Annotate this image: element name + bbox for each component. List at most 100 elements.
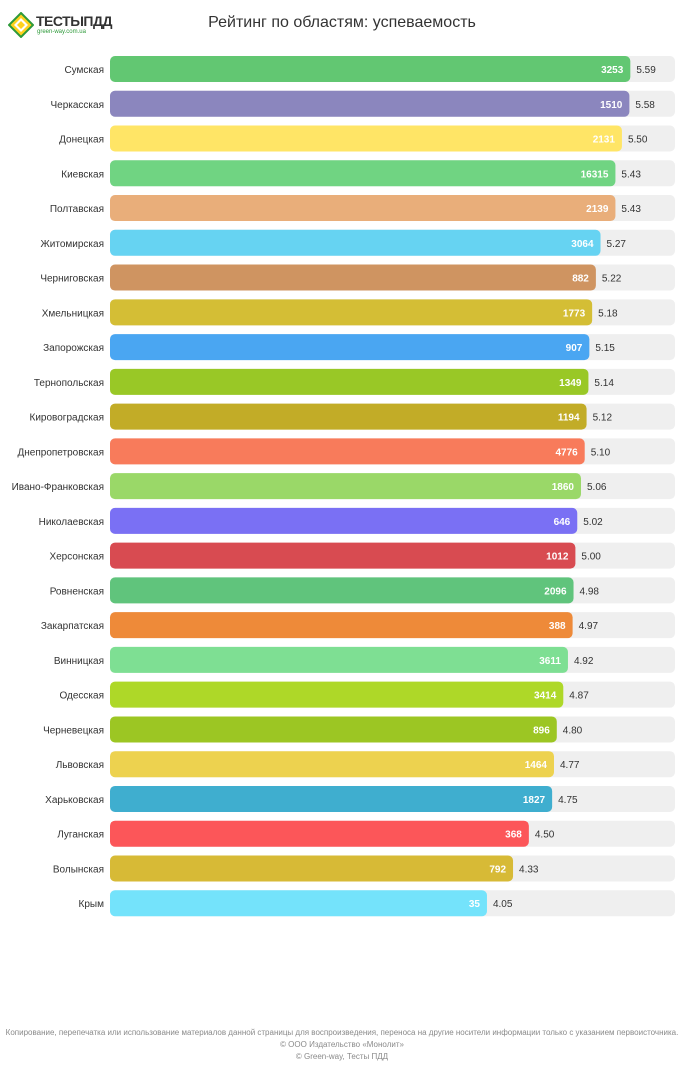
category-label: Сумская bbox=[64, 65, 104, 76]
category-label: Николаевская bbox=[39, 517, 104, 528]
category-label: Донецкая bbox=[59, 135, 104, 146]
bar-count-label: 646 bbox=[554, 517, 571, 528]
bar-count-label: 368 bbox=[505, 830, 522, 841]
category-label: Закарпатская bbox=[41, 621, 104, 632]
category-label: Херсонская bbox=[49, 552, 104, 563]
bar-value-label: 4.97 bbox=[579, 621, 599, 632]
bar bbox=[110, 473, 581, 500]
category-label: Черкасская bbox=[50, 100, 104, 111]
bar-count-label: 896 bbox=[533, 725, 550, 736]
bar bbox=[110, 403, 587, 430]
brand-logo: ТЕСТЫПДД green-way.com.ua bbox=[8, 12, 112, 38]
bar bbox=[110, 334, 590, 361]
bar-count-label: 907 bbox=[566, 343, 583, 354]
bar-count-label: 1827 bbox=[523, 795, 546, 806]
bar-value-label: 5.10 bbox=[591, 447, 611, 458]
bar-value-label: 4.87 bbox=[569, 691, 589, 702]
bar bbox=[110, 855, 514, 882]
bar-count-label: 3253 bbox=[601, 65, 624, 76]
bar-value-label: 5.15 bbox=[595, 343, 615, 354]
bar-count-label: 1349 bbox=[559, 378, 582, 389]
category-label: Полтавская bbox=[50, 204, 104, 215]
category-label: Житомирская bbox=[41, 239, 104, 250]
bar-value-label: 5.27 bbox=[607, 239, 627, 250]
bar bbox=[110, 160, 616, 187]
category-label: Черневецкая bbox=[43, 725, 104, 736]
bar-value-label: 5.59 bbox=[636, 65, 656, 76]
bar bbox=[110, 646, 568, 673]
category-label: Крым bbox=[79, 899, 105, 910]
bar bbox=[110, 368, 589, 395]
bar-value-label: 5.22 bbox=[602, 274, 622, 285]
bar bbox=[110, 438, 585, 465]
bar bbox=[110, 125, 622, 152]
bar-value-label: 5.02 bbox=[583, 517, 603, 528]
category-label: Ивано-Франковская bbox=[12, 482, 104, 493]
bar-count-label: 882 bbox=[572, 274, 589, 285]
bar-count-label: 35 bbox=[469, 899, 481, 910]
bar bbox=[110, 229, 601, 256]
bar-value-label: 4.33 bbox=[519, 864, 539, 875]
bar-count-label: 3064 bbox=[571, 239, 594, 250]
category-label: Запорожская bbox=[43, 343, 104, 354]
bar bbox=[110, 716, 557, 743]
bar-count-label: 388 bbox=[549, 621, 566, 632]
bar-value-label: 5.50 bbox=[628, 135, 648, 146]
bar bbox=[110, 612, 573, 639]
footer-copyright-notice: Копирование, перепечатка или использован… bbox=[5, 1028, 679, 1037]
category-label: Волынская bbox=[53, 864, 104, 875]
footer-brand: © Green-way, Тесты ПДД bbox=[295, 1052, 389, 1061]
bar bbox=[110, 820, 529, 847]
bar-count-label: 1510 bbox=[600, 100, 623, 111]
chart-title: Рейтинг по областям: успеваемость bbox=[208, 14, 476, 31]
footer: Копирование, перепечатка или использован… bbox=[0, 1027, 684, 1063]
category-label: Тернопольская bbox=[34, 378, 104, 389]
bar bbox=[110, 542, 576, 569]
category-label: Кировоградская bbox=[30, 413, 104, 424]
bar-count-label: 792 bbox=[489, 864, 506, 875]
bar bbox=[110, 681, 564, 708]
bar-count-label: 2131 bbox=[593, 135, 616, 146]
bar bbox=[110, 195, 616, 222]
bar-value-label: 4.80 bbox=[563, 725, 583, 736]
category-label: Львовская bbox=[56, 760, 104, 771]
bar-value-label: 5.18 bbox=[598, 308, 618, 319]
category-label: Винницкая bbox=[54, 656, 104, 667]
bar bbox=[110, 890, 487, 917]
bar-count-label: 3414 bbox=[534, 691, 557, 702]
bar-value-label: 5.58 bbox=[635, 100, 655, 111]
category-label: Одесская bbox=[59, 691, 104, 702]
bar bbox=[110, 264, 596, 291]
bar-value-label: 4.92 bbox=[574, 656, 594, 667]
bar bbox=[110, 577, 574, 604]
bar-value-label: 5.06 bbox=[587, 482, 607, 493]
bar-value-label: 4.75 bbox=[558, 795, 578, 806]
bar-count-label: 1012 bbox=[546, 552, 569, 563]
bar bbox=[110, 56, 631, 82]
bar-value-label: 4.05 bbox=[493, 899, 513, 910]
footer-publisher: © ООО Издательство «Монолит» bbox=[280, 1040, 404, 1049]
bar-value-label: 5.12 bbox=[593, 413, 613, 424]
category-label: Хмельницкая bbox=[42, 308, 104, 319]
category-label: Ровненская bbox=[50, 586, 104, 597]
bar bbox=[110, 751, 554, 778]
bar bbox=[110, 90, 630, 117]
bar-value-label: 5.00 bbox=[581, 552, 601, 563]
bar-count-label: 1464 bbox=[525, 760, 548, 771]
bar-count-label: 1194 bbox=[558, 413, 580, 424]
logo-text: ТЕСТЫПДД bbox=[36, 13, 112, 29]
bar-value-label: 5.14 bbox=[594, 378, 614, 389]
category-label: Харьковская bbox=[45, 795, 104, 806]
category-label: Днепропетровская bbox=[17, 447, 104, 458]
logo-site-url: green-way.com.ua bbox=[37, 29, 86, 35]
bar-value-label: 4.98 bbox=[580, 586, 600, 597]
bar-value-label: 4.50 bbox=[535, 830, 555, 841]
bar bbox=[110, 299, 593, 326]
bar-count-label: 4776 bbox=[555, 447, 578, 458]
bar-value-label: 4.77 bbox=[560, 760, 580, 771]
bar-value-label: 5.43 bbox=[621, 204, 641, 215]
bar-value-label: 5.43 bbox=[621, 169, 641, 180]
bar bbox=[110, 785, 553, 812]
road-sign-icon bbox=[8, 12, 34, 38]
